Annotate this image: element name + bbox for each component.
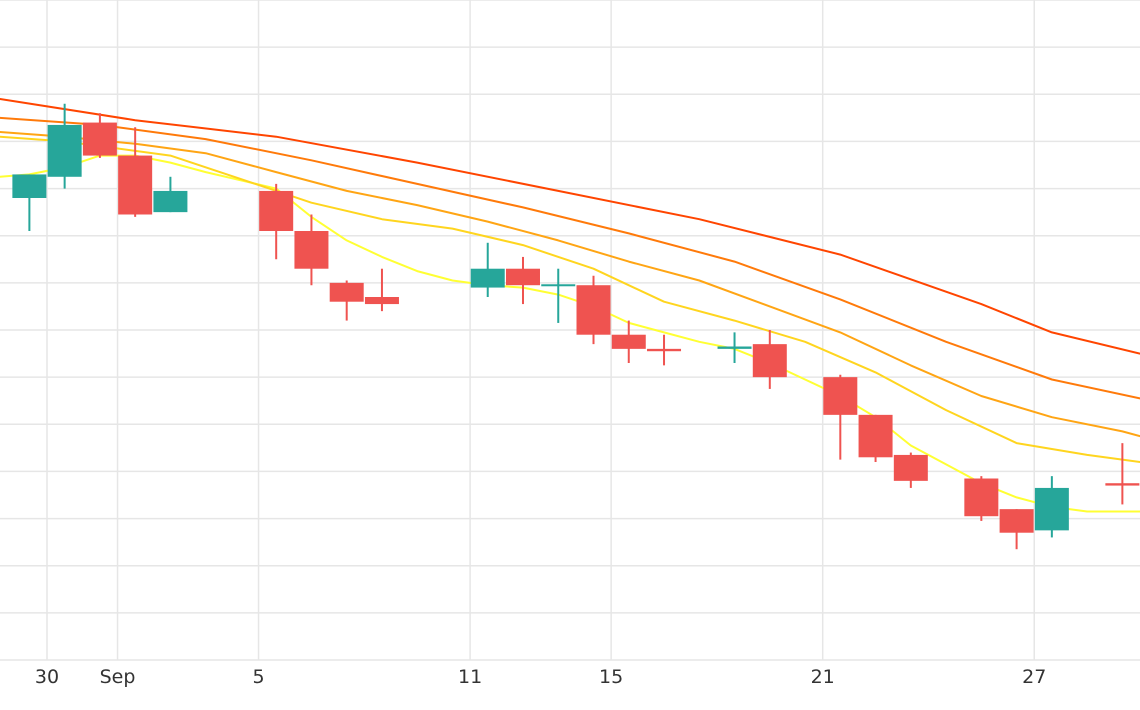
- candle-body: [118, 155, 153, 215]
- candle-body: [576, 285, 611, 335]
- candle-down: [999, 509, 1034, 550]
- candle-down: [893, 452, 928, 488]
- moving-average-line-5: [0, 98, 1140, 355]
- candle-up: [1034, 476, 1069, 538]
- grid: [0, 0, 1140, 661]
- candle-up: [47, 103, 82, 189]
- candle-down: [858, 414, 893, 462]
- candle-up: [153, 176, 188, 213]
- x-tick-label: 30: [35, 666, 59, 688]
- candle-up: [717, 332, 752, 363]
- candle-down: [505, 256, 540, 305]
- candle-body: [364, 297, 399, 305]
- candle-down: [329, 280, 364, 321]
- x-tick-label: 21: [811, 666, 835, 688]
- x-tick-label: 11: [458, 666, 482, 688]
- candle-down: [964, 476, 999, 521]
- candles: [12, 103, 1140, 550]
- candle-body: [541, 284, 576, 287]
- candle-down: [294, 214, 329, 286]
- candle-down: [752, 330, 787, 389]
- candle-body: [470, 268, 505, 288]
- candle-body: [893, 454, 928, 481]
- candle-down: [576, 275, 611, 345]
- candle-body: [1105, 483, 1140, 486]
- candle-up: [541, 268, 576, 323]
- moving-average-line-2: [0, 135, 1140, 463]
- candle-body: [47, 124, 82, 177]
- candle-body: [647, 348, 682, 352]
- candle-down: [647, 334, 682, 366]
- candle-down: [82, 113, 117, 158]
- candle-down: [823, 374, 858, 460]
- candle-body: [82, 122, 117, 156]
- candle-body: [752, 344, 787, 378]
- moving-average-line-3: [0, 131, 1140, 438]
- candle-body: [12, 174, 47, 198]
- candle-body: [505, 268, 540, 286]
- x-axis-tick-labels: 30 Sep 5 11 15 21 27: [35, 666, 1046, 688]
- x-tick-label: 27: [1022, 666, 1046, 688]
- candle-body: [329, 282, 364, 302]
- candle-body: [999, 509, 1034, 533]
- candle-up: [12, 174, 47, 231]
- candle-body: [259, 190, 294, 231]
- x-tick-label: 15: [599, 666, 623, 688]
- moving-average-line-4: [0, 116, 1140, 400]
- candle-up: [470, 242, 505, 297]
- candle-body: [1034, 487, 1069, 531]
- candle-body: [294, 231, 329, 269]
- x-tick-label: Sep: [100, 666, 136, 688]
- candle-body: [611, 334, 646, 349]
- candle-body: [823, 377, 858, 415]
- candle-down: [364, 268, 399, 312]
- candle-body: [858, 414, 893, 458]
- candle-down: [118, 127, 153, 217]
- x-tick-label: 5: [253, 666, 265, 688]
- candle-down: [611, 320, 646, 363]
- candle-body: [153, 190, 188, 213]
- moving-average-lines: [0, 98, 1140, 513]
- candle-body: [964, 478, 999, 517]
- candle-body: [717, 346, 752, 349]
- candle-down: [259, 183, 294, 260]
- candle-down: [1105, 443, 1140, 505]
